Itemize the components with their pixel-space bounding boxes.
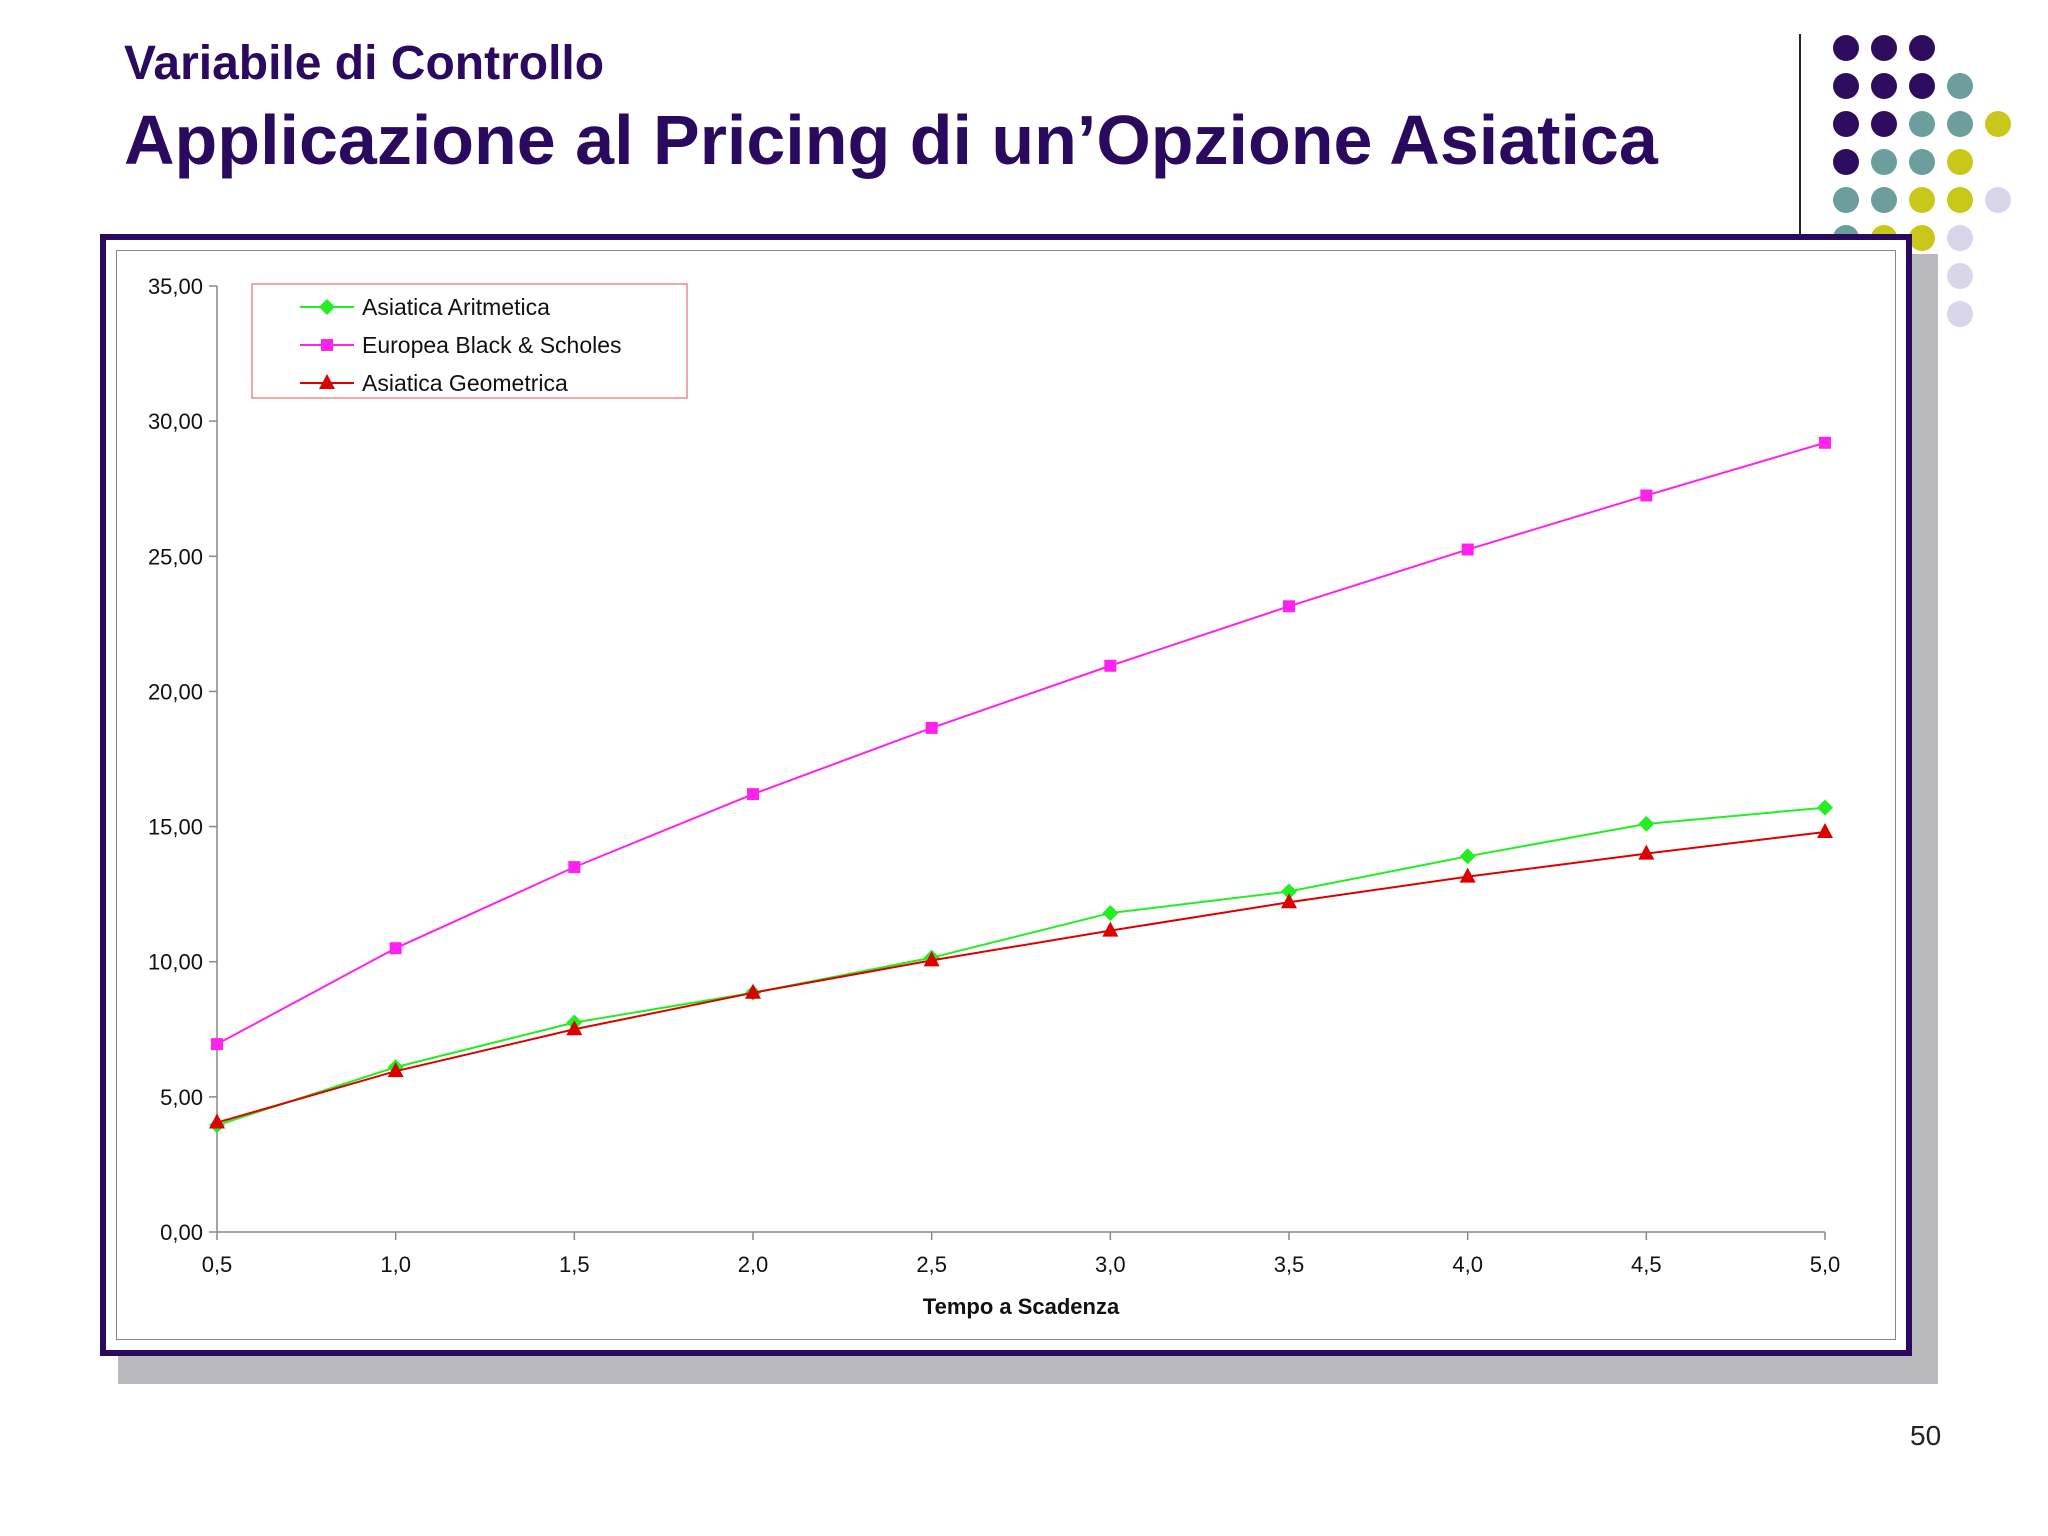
decorative-dot <box>1833 73 1859 99</box>
decorative-dot <box>1985 187 2011 213</box>
chart-area <box>116 250 1896 1340</box>
x-tick-label: 2,5 <box>916 1252 947 1277</box>
data-point <box>321 339 333 351</box>
series-line <box>216 806 1826 1127</box>
decorative-dot <box>1833 187 1859 213</box>
data-point <box>1817 799 1833 816</box>
data-point <box>1102 921 1119 937</box>
decorative-dot <box>1871 149 1897 175</box>
x-tick-label: 3,0 <box>1095 1252 1126 1277</box>
x-tick-label: 4,0 <box>1452 1252 1483 1277</box>
slide-title: Applicazione al Pricing di un’Opzione As… <box>124 101 1658 179</box>
decorative-dot <box>1947 187 1973 213</box>
decorative-dot <box>1985 111 2011 137</box>
decorative-dot <box>1909 35 1935 61</box>
x-tick-label: 2,0 <box>738 1252 769 1277</box>
header-divider <box>1799 34 1801 244</box>
data-point <box>1104 659 1117 672</box>
data-point <box>1283 600 1295 613</box>
data-point <box>1638 844 1655 860</box>
x-tick-label: 0,5 <box>202 1252 233 1277</box>
series-line <box>216 441 1826 1046</box>
x-tick-label: 5,0 <box>1810 1252 1841 1277</box>
legend: Asiatica Aritmetica Europea Black & Schol… <box>251 283 688 399</box>
decorative-dot <box>1833 149 1859 175</box>
decorative-dot <box>1947 225 1973 251</box>
legend-label: Asiatica Geometrica <box>362 370 568 396</box>
data-point <box>747 788 759 801</box>
y-tick-label: 30,00 <box>148 409 203 434</box>
data-point <box>745 983 761 999</box>
y-tick-label: 35,00 <box>148 274 203 299</box>
series-line <box>216 830 1826 1124</box>
data-point <box>1281 893 1297 909</box>
decorative-dot <box>1947 73 1973 99</box>
data-point <box>1459 848 1476 865</box>
x-tick-label: 1,0 <box>380 1252 411 1277</box>
legend-label: Asiatica Aritmetica <box>362 294 550 320</box>
data-point <box>211 1038 223 1051</box>
data-point <box>209 1113 225 1129</box>
decorative-dot <box>1909 187 1935 213</box>
data-point <box>387 1062 404 1078</box>
decorative-dot <box>1947 263 1973 289</box>
x-axis-label: Tempo a Scadenza <box>923 1294 1120 1319</box>
decorative-dot <box>1909 225 1935 251</box>
data-point <box>1819 436 1831 449</box>
decorative-dot <box>1871 187 1897 213</box>
decorative-dot <box>1833 111 1859 137</box>
decorative-dot <box>1909 73 1935 99</box>
line-chart: 0,00 5,00 10,00 15,00 20,00 25,00 30,00 35,00 0,… <box>148 274 1841 1319</box>
x-tick-label: 1,5 <box>559 1252 590 1277</box>
decorative-dot <box>1909 149 1935 175</box>
decorative-dot <box>1947 149 1973 175</box>
legend-label: Europea Black & Scholes <box>362 332 622 358</box>
chart-frame <box>100 234 1912 1356</box>
page-number: 50 <box>1910 1420 1942 1451</box>
data-point <box>568 861 581 874</box>
data-point <box>1102 905 1119 922</box>
y-tick-label: 15,00 <box>148 815 203 840</box>
data-point <box>319 299 335 315</box>
series-diamond <box>209 799 1833 1134</box>
y-tick-label: 0,00 <box>160 1220 203 1245</box>
data-point <box>389 942 402 955</box>
decorative-dot <box>1909 111 1935 137</box>
decorative-dot <box>1871 35 1897 61</box>
data-point <box>1817 822 1833 838</box>
data-point <box>1461 543 1474 556</box>
y-tick-label: 5,00 <box>160 1085 203 1110</box>
decorative-dot <box>1833 35 1859 61</box>
slide-subtitle: Variabile di Controllo <box>124 37 605 90</box>
data-point <box>1640 489 1653 502</box>
decorative-dot <box>1871 111 1897 137</box>
y-tick-label: 10,00 <box>148 950 203 975</box>
data-point <box>1459 867 1476 883</box>
decorative-dot <box>1947 111 1973 137</box>
y-tick-label: 20,00 <box>148 679 203 704</box>
data-point <box>566 1020 583 1036</box>
data-point <box>319 374 335 389</box>
data-point <box>923 951 940 967</box>
decorative-dot <box>1947 301 1973 327</box>
decorative-dot <box>1871 73 1897 99</box>
y-tick-label: 25,00 <box>148 544 203 569</box>
data-point <box>1638 815 1655 832</box>
x-tick-label: 4,5 <box>1631 1252 1662 1277</box>
series-square <box>211 436 1831 1051</box>
data-point <box>925 721 938 734</box>
series-triangle <box>209 822 1833 1129</box>
x-tick-label: 3,5 <box>1274 1252 1305 1277</box>
data-point <box>1281 883 1297 900</box>
